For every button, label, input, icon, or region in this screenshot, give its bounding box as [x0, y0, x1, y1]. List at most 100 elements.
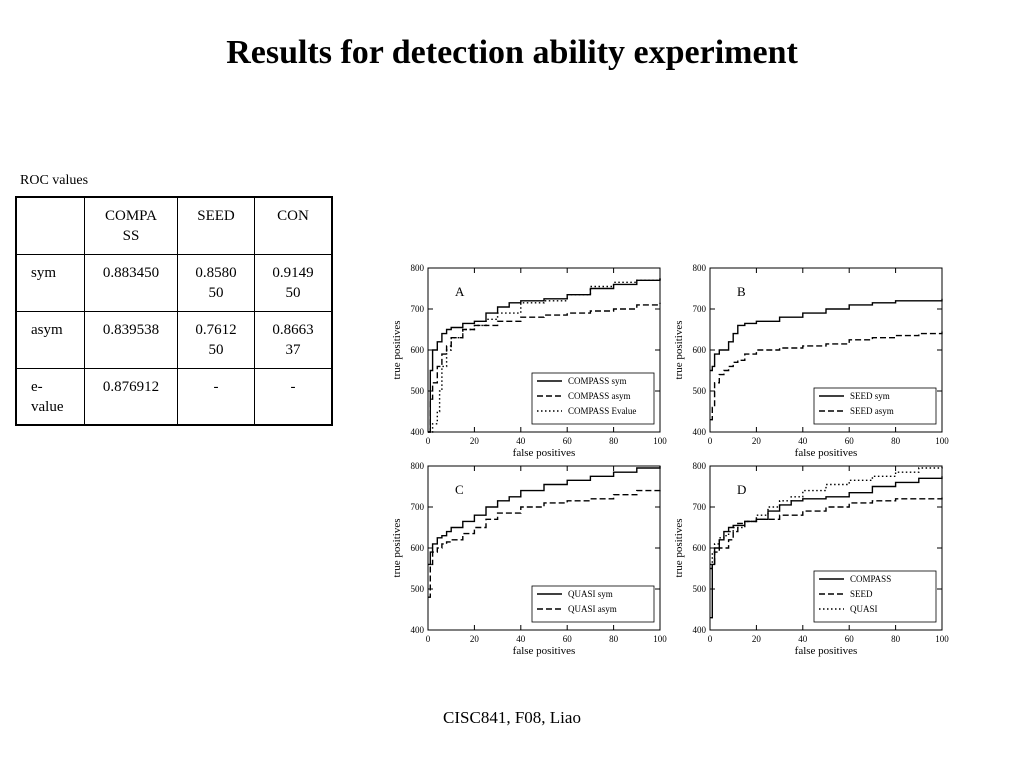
y-axis-label: true positives	[391, 519, 403, 578]
table-header-row: COMPA SS SEED CON	[15, 196, 333, 255]
y-axis-label: true positives	[673, 519, 685, 578]
roc-panel-c: 0 20 40 60 80 100 400 500 600 700 800 false positiv…	[391, 461, 667, 657]
table-cell: 0.876912	[84, 367, 178, 426]
table-row-label: asym	[15, 310, 85, 369]
x-axis-label: false positives	[795, 645, 858, 657]
roc-panel-b: 0 20 40 60 80 100 400 500 600 700 800 false positiv…	[673, 263, 949, 459]
x-tick-label: 80	[609, 436, 619, 446]
x-axis-label: false positives	[795, 447, 858, 459]
x-tick-label: 100	[935, 436, 949, 446]
y-tick-label: 400	[693, 427, 707, 437]
panel-label: D	[737, 482, 746, 497]
x-tick-label: 100	[653, 634, 667, 644]
y-tick-label: 700	[693, 502, 707, 512]
x-tick-label: 0	[426, 634, 431, 644]
series-line-quasi-asym	[428, 488, 661, 598]
series-line-quasi-sym	[428, 466, 661, 566]
y-tick-label: 500	[411, 584, 425, 594]
x-tick-label: 100	[935, 634, 949, 644]
x-tick-label: 40	[516, 634, 526, 644]
legend-entry: COMPASS sym	[568, 376, 626, 386]
series-line-seed-asym	[710, 331, 943, 421]
table-header-cell: CON	[254, 196, 333, 255]
y-tick-label: 800	[411, 461, 425, 471]
x-tick-label: 40	[798, 436, 808, 446]
panel-label: C	[455, 482, 464, 497]
table-row: sym 0.883450 0.8580 50 0.9149 50	[15, 253, 333, 312]
y-tick-label: 600	[693, 543, 707, 553]
y-tick-label: 800	[693, 263, 707, 273]
panel-label: B	[737, 284, 746, 299]
table-row: e-value 0.876912 - -	[15, 367, 333, 426]
panel-label: A	[455, 284, 465, 299]
table-cell: 0.839538	[84, 310, 178, 369]
table-header-cell: SEED	[177, 196, 255, 255]
legend-box	[531, 585, 655, 623]
slide-title: Results for detection ability experiment	[226, 34, 798, 71]
table-row: asym 0.839538 0.7612 50 0.8663 37	[15, 310, 333, 369]
x-tick-label: 0	[708, 634, 713, 644]
table-header-cell: COMPA SS	[84, 196, 178, 255]
x-tick-label: 20	[752, 634, 762, 644]
x-tick-label: 60	[845, 634, 855, 644]
table-cell: 0.7612 50	[177, 310, 255, 369]
table-header-cell	[15, 196, 85, 255]
table-caption: ROC values	[20, 173, 89, 188]
x-axis-label: false positives	[513, 645, 576, 657]
y-tick-label: 500	[693, 386, 707, 396]
legend-entry: COMPASS Evalue	[568, 406, 636, 416]
footer-text: CISC841, F08, Liao	[443, 708, 581, 727]
x-axis-label: false positives	[513, 447, 576, 459]
y-tick-label: 600	[693, 345, 707, 355]
table-cell: 0.8580 50	[177, 253, 255, 312]
y-tick-label: 500	[411, 386, 425, 396]
table-cell: 0.9149 50	[254, 253, 333, 312]
table-row-label: e-value	[15, 367, 85, 426]
y-tick-label: 700	[411, 304, 425, 314]
legend-entry: QUASI asym	[568, 604, 617, 614]
y-tick-label: 800	[411, 263, 425, 273]
table-cell: -	[177, 367, 255, 426]
x-tick-label: 20	[752, 436, 762, 446]
series-line-seed-sym	[710, 298, 943, 372]
y-tick-label: 600	[411, 543, 425, 553]
x-tick-label: 60	[563, 436, 573, 446]
x-tick-label: 60	[845, 436, 855, 446]
x-tick-label: 20	[470, 436, 480, 446]
table-row-label: sym	[15, 253, 85, 312]
legend-box	[813, 387, 937, 425]
y-tick-label: 700	[693, 304, 707, 314]
x-tick-label: 80	[609, 634, 619, 644]
table-cell: -	[254, 367, 333, 426]
x-tick-label: 60	[563, 634, 573, 644]
y-axis-label: true positives	[673, 321, 685, 380]
x-tick-label: 100	[653, 436, 667, 446]
y-tick-label: 400	[411, 427, 425, 437]
x-tick-label: 0	[708, 436, 713, 446]
table-cell: 0.8663 37	[254, 310, 333, 369]
y-tick-label: 600	[411, 345, 425, 355]
roc-panel-d: 0 20 40 60 80 100 400 500 600 700 800 false positiv…	[673, 461, 949, 657]
x-tick-label: 80	[891, 436, 901, 446]
x-tick-label: 80	[891, 634, 901, 644]
y-tick-label: 500	[693, 584, 707, 594]
x-tick-label: 20	[470, 634, 480, 644]
y-tick-label: 800	[693, 461, 707, 471]
y-tick-label: 400	[693, 625, 707, 635]
x-tick-label: 40	[798, 634, 808, 644]
y-tick-label: 700	[411, 502, 425, 512]
series-line-compass-sym	[428, 278, 661, 433]
legend-entry: SEED asym	[850, 406, 894, 416]
legend-entry: SEED sym	[850, 391, 890, 401]
legend-entry: SEED	[850, 589, 873, 599]
legend-entry: QUASI	[850, 604, 878, 614]
series-line-compass-evalue	[428, 278, 661, 433]
series-line-compass	[710, 476, 943, 619]
y-tick-label: 400	[411, 625, 425, 635]
y-axis-label: true positives	[391, 321, 403, 380]
legend-entry: QUASI sym	[568, 589, 613, 599]
table-cell: 0.883450	[84, 253, 178, 312]
x-tick-label: 0	[426, 436, 431, 446]
roc-panel-a: 0 20 40 60 80 100 400 500 600 700 800 false positiv…	[391, 263, 667, 459]
